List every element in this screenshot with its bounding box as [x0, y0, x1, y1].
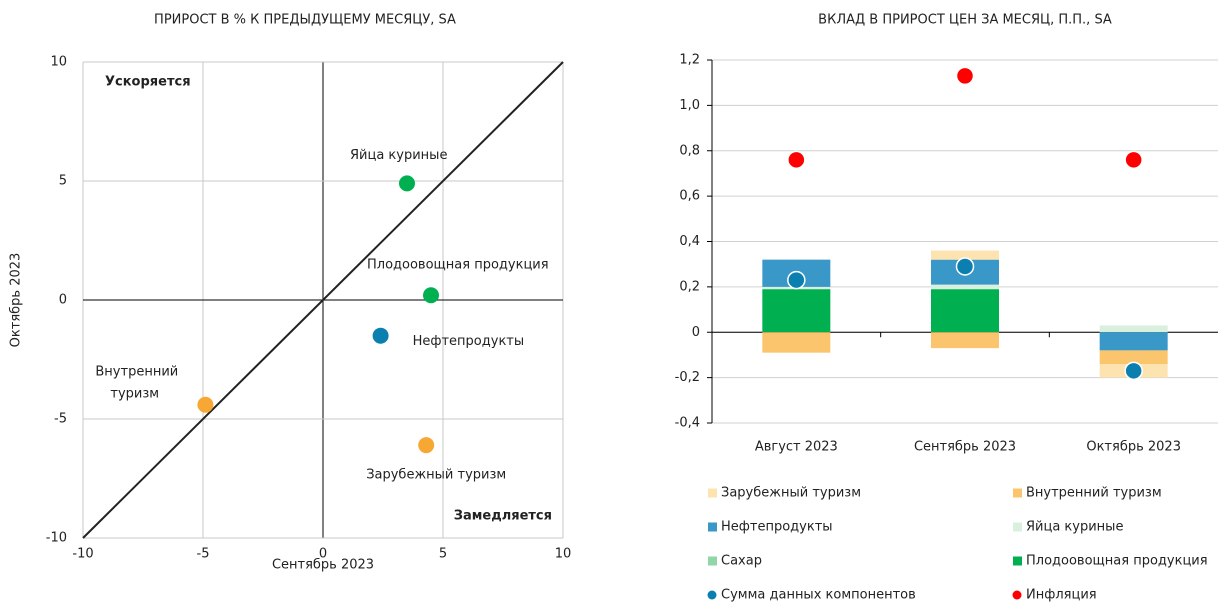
y-tick-label: -5: [54, 412, 67, 427]
legend-swatch: [1013, 488, 1022, 498]
bar-segment: [931, 289, 999, 333]
y-axis-label: Октябрь 2023: [9, 253, 24, 348]
bar-segment: [1099, 325, 1168, 333]
y-tick-label: 1,0: [679, 98, 700, 113]
legend-label: Внутренний туризм: [1026, 486, 1162, 501]
point: [399, 175, 415, 192]
y-tick-label: 1,2: [679, 53, 700, 68]
y-tick-label: 0,6: [679, 189, 700, 204]
x-tick-label: -5: [197, 547, 210, 562]
legend-swatch: [707, 590, 717, 600]
x-tick-label: 5: [439, 547, 447, 562]
x-tick-label: Август 2023: [755, 440, 838, 455]
legend-swatch: [708, 522, 717, 532]
legend-label: Плодоовощная продукция: [1026, 554, 1208, 569]
point-label: Яйца куриные: [350, 148, 447, 163]
x-tick-label: 0: [319, 547, 327, 562]
point: [418, 437, 435, 454]
legend-label: Сумма данных компонентов: [721, 588, 916, 603]
legend-label: Зарубежный туризм: [721, 486, 861, 501]
legend-label: Яйца куриные: [1026, 520, 1123, 535]
point-label: Нефтепродукты: [413, 334, 525, 349]
y-tick-label: -0,2: [675, 370, 700, 385]
dot: [955, 257, 975, 276]
y-tick-label: 0: [59, 293, 67, 308]
dot: [787, 150, 806, 170]
annotation: Замедляется: [454, 509, 552, 524]
legend-swatch: [708, 488, 717, 498]
legend-label: Инфляция: [1026, 588, 1097, 603]
legend-swatch: [1012, 590, 1022, 600]
x-tick-label: -10: [72, 547, 93, 562]
point-label: Плодоовощная продукция: [367, 258, 549, 273]
bar-segment: [931, 284, 999, 290]
bar-segment: [1099, 332, 1168, 351]
legend-swatch: [708, 556, 717, 566]
point: [372, 327, 389, 344]
bar-segment: [1099, 350, 1168, 365]
dot: [1124, 361, 1143, 381]
chart-title: ПРИРОСТ В % К ПРЕДЫДУЩЕМУ МЕСЯЦУ, SA: [154, 13, 456, 28]
y-tick-label: 5: [59, 174, 67, 189]
legend-swatch: [1013, 522, 1022, 532]
point: [197, 396, 214, 413]
bar-segment: [762, 289, 831, 333]
dot: [787, 270, 806, 290]
legend-label: Сахар: [721, 554, 762, 569]
x-tick-label: 10: [555, 547, 572, 562]
y-tick-label: 10: [50, 55, 67, 70]
point-label: Внутренний туризм: [95, 364, 178, 401]
y-tick-label: 0: [692, 325, 700, 340]
point-label: Зарубежный туризм: [366, 468, 506, 483]
y-tick-label: 0,8: [679, 143, 700, 158]
y-tick-label: -10: [46, 531, 67, 546]
x-tick-label: Октябрь 2023: [1086, 440, 1181, 455]
dot: [1124, 150, 1143, 170]
dot: [955, 66, 975, 86]
diagonal-line: [82, 61, 564, 539]
y-tick-label: -0,4: [675, 416, 700, 431]
y-tick-label: 0,4: [679, 234, 700, 249]
bar-segment: [931, 332, 999, 349]
x-axis-label: Сентябрь 2023: [272, 558, 374, 573]
x-tick-label: Сентябрь 2023: [914, 440, 1016, 455]
bar-segment: [762, 332, 831, 353]
point: [423, 287, 439, 304]
legend-swatch: [1013, 556, 1022, 566]
bar-segment: [931, 250, 999, 260]
chart-title: ВКЛАД В ПРИРОСТ ЦЕН ЗА МЕСЯЦ, П.П., SA: [818, 13, 1112, 28]
y-tick-label: 0,2: [679, 279, 700, 294]
annotation: Ускоряется: [105, 75, 191, 90]
legend-label: Нефтепродукты: [721, 520, 833, 535]
